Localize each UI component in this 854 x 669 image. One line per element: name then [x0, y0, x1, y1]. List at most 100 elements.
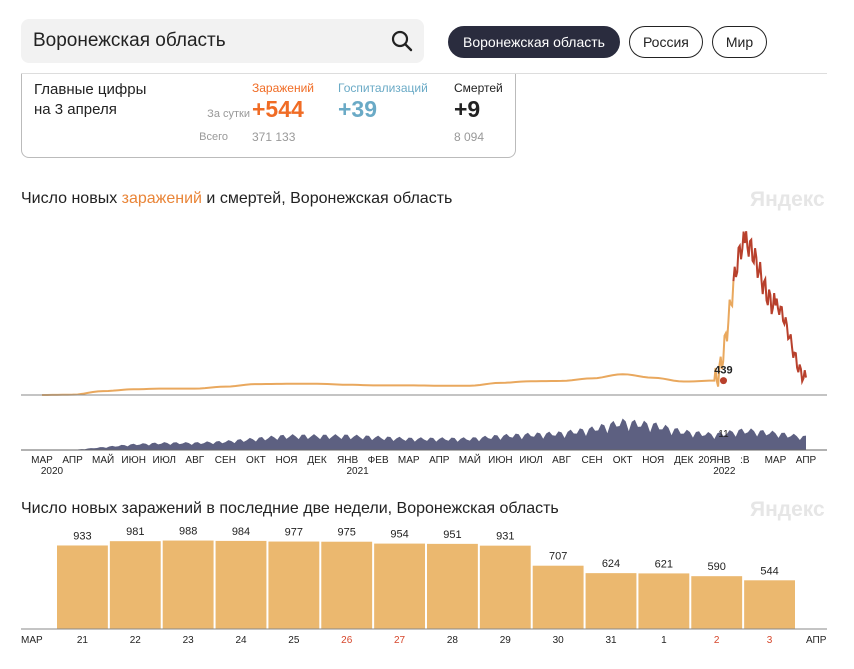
chart1-title-highlight: заражений: [121, 190, 202, 207]
x-tick-label: 20ЯНВ: [698, 455, 731, 466]
x-tick-label: МАР: [31, 455, 53, 466]
x-tick-label: 28: [447, 635, 459, 646]
x-tick-label: ИЮН: [121, 455, 146, 466]
x-tick-label: 1: [661, 635, 667, 646]
infections-line: [41, 281, 735, 396]
x-tick-label: 31: [605, 635, 617, 646]
bar: [744, 580, 795, 629]
year-label: 2020: [41, 466, 64, 477]
bar-value-label: 624: [602, 558, 620, 570]
search-icon[interactable]: [390, 29, 414, 53]
search-input[interactable]: Воронежская область: [33, 30, 226, 51]
bar: [268, 541, 320, 629]
infections-peak-line: [732, 231, 807, 386]
key-figures-title-line1: Главные цифры: [34, 81, 147, 98]
bar: [321, 541, 373, 629]
key-figures-card: Главные цифры на 3 апреля За сутки Всего…: [21, 74, 516, 158]
bar: [109, 541, 161, 629]
x-tick-label: 24: [235, 635, 247, 646]
bar: [479, 545, 531, 629]
infections-deaths-chart[interactable]: 439 11 МАР АПР МАЙ ИЮН ИЮЛ АВГ СЕН ОКТ НОЯ ДЕК ЯНВ ФЕ…: [0, 210, 854, 480]
x-tick-label: 30: [553, 635, 565, 646]
bar-value-label: 621: [655, 558, 673, 570]
infections-header: Заражений: [252, 81, 315, 95]
bar-value-label: 988: [179, 526, 197, 538]
bar: [57, 545, 108, 629]
bar-value-label: 954: [390, 529, 408, 541]
chart1-title: Число новых заражений и смертей, Воронеж…: [21, 190, 452, 208]
x-tick-label: ЯНВ: [337, 455, 358, 466]
bar: [162, 540, 214, 629]
x-tick-label: СЕН: [215, 455, 236, 466]
infections-marker-label: 439: [714, 365, 732, 377]
x-tick-label: АПР: [62, 455, 83, 466]
x-tick-label: МАР: [765, 455, 787, 466]
bar: [638, 573, 690, 629]
x-tick-label: ФЕВ: [368, 455, 389, 466]
x-tick-label: СЕН: [582, 455, 603, 466]
bar-value-label: 544: [760, 565, 778, 577]
x-tick-label: МАЙ: [92, 453, 114, 466]
x-tick-label: НОЯ: [275, 455, 297, 466]
x-tick-label: ИЮЛ: [153, 455, 176, 466]
chart1-title-part2: и смертей, Воронежская область: [201, 190, 453, 207]
x-tick-label: АВГ: [552, 455, 571, 466]
x-tick-label: 29: [500, 635, 512, 646]
bar: [585, 573, 637, 629]
bar-value-label: 975: [338, 527, 356, 539]
region-tabs: Воронежская область Россия Мир: [448, 26, 768, 58]
bar: [691, 576, 743, 629]
x-tick-label: 26: [341, 635, 353, 646]
x-tick-label: ОКТ: [613, 455, 633, 466]
deaths-marker-label: 11: [718, 429, 729, 440]
x-tick-label: 22: [130, 635, 142, 646]
tab-voronezh-region[interactable]: Воронежская область: [448, 26, 620, 58]
x-tick-label: ИЮЛ: [519, 455, 542, 466]
chart2-title: Число новых заражений в последние две не…: [21, 500, 559, 517]
x-tick-label: 2: [714, 635, 720, 646]
x-tick-label: МАЙ: [459, 453, 481, 466]
bar-value-label: 977: [285, 527, 303, 539]
x-tick-label: 27: [394, 635, 406, 646]
x-tick-label: 25: [288, 635, 300, 646]
divider: [21, 73, 827, 74]
key-figures-title: Главные цифры на 3 апреля: [34, 80, 174, 120]
tab-russia[interactable]: Россия: [628, 26, 703, 58]
yandex-watermark: Яндекс: [750, 188, 825, 211]
x-tick-label: ДЕК: [307, 455, 326, 466]
x-tick-label: АПР: [429, 455, 450, 466]
tab-world[interactable]: Мир: [711, 26, 768, 58]
x-tick-label: НОЯ: [642, 455, 664, 466]
month-start-label: МАР: [21, 635, 43, 646]
bar: [215, 540, 267, 629]
x-tick-label: 3: [767, 635, 773, 646]
deaths-area: [42, 418, 806, 450]
bar-value-label: 984: [232, 526, 250, 538]
bar: [427, 543, 478, 629]
hospitalizations-day-value: +39: [338, 96, 378, 122]
bar-value-label: 931: [496, 531, 514, 543]
x-tick-label: ДЕК: [674, 455, 693, 466]
infections-day-value: +544: [252, 96, 304, 122]
hospitalizations-header: Госпитализаций: [338, 81, 428, 95]
key-figures-date: на 3 апреля: [34, 101, 117, 118]
bar-value-label: 933: [73, 530, 91, 542]
deaths-header: Смертей: [454, 81, 503, 95]
x-tick-label: 23: [183, 635, 195, 646]
bar-value-label: 707: [549, 551, 567, 563]
search-box[interactable]: Воронежская область: [21, 19, 424, 63]
two-weeks-bar-chart[interactable]: 9332198122988239842497725975269542795128…: [0, 525, 854, 669]
x-tick-label: АПР: [796, 455, 817, 466]
x-tick-label: МАР: [398, 455, 420, 466]
infections-total-value: 371 133: [252, 130, 296, 144]
bar-value-label: 590: [708, 561, 726, 573]
per-day-label: За сутки: [207, 108, 250, 120]
year-label: 2021: [346, 466, 369, 477]
bar: [374, 543, 425, 629]
deaths-total-value: 8 094: [454, 130, 485, 144]
yandex-watermark: Яндекс: [750, 498, 825, 521]
x-tick-label: АВГ: [185, 455, 204, 466]
total-label: Всего: [199, 131, 228, 143]
x-tick-label: ОКТ: [246, 455, 266, 466]
infections-marker: [719, 377, 727, 385]
